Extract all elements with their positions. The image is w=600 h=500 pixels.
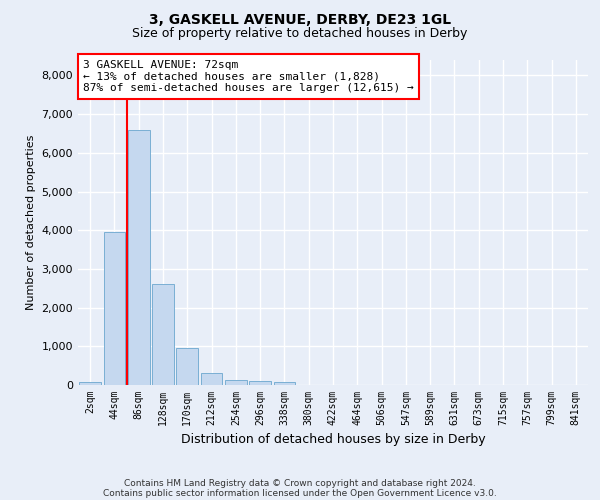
Y-axis label: Number of detached properties: Number of detached properties (26, 135, 36, 310)
Bar (128, 130, 149, 385)
Bar (176, 348, 198, 385)
Bar (152, 284, 174, 385)
X-axis label: Distribution of detached houses by size in Derby: Distribution of detached houses by size … (181, 434, 485, 446)
Text: 3 GASKELL AVENUE: 72sqm
← 13% of detached houses are smaller (1,828)
87% of semi: 3 GASKELL AVENUE: 72sqm ← 13% of detache… (83, 60, 414, 93)
Text: Size of property relative to detached houses in Derby: Size of property relative to detached ho… (133, 28, 467, 40)
Text: Contains public sector information licensed under the Open Government Licence v3: Contains public sector information licen… (103, 488, 497, 498)
Bar (274, 382, 295, 385)
Bar (225, 380, 247, 385)
Bar (200, 373, 223, 385)
Text: 3, GASKELL AVENUE, DERBY, DE23 1GL: 3, GASKELL AVENUE, DERBY, DE23 1GL (149, 12, 451, 26)
Bar (79, 382, 101, 385)
Bar (104, 232, 125, 385)
Bar (249, 382, 271, 385)
Text: Contains HM Land Registry data © Crown copyright and database right 2024.: Contains HM Land Registry data © Crown c… (124, 478, 476, 488)
